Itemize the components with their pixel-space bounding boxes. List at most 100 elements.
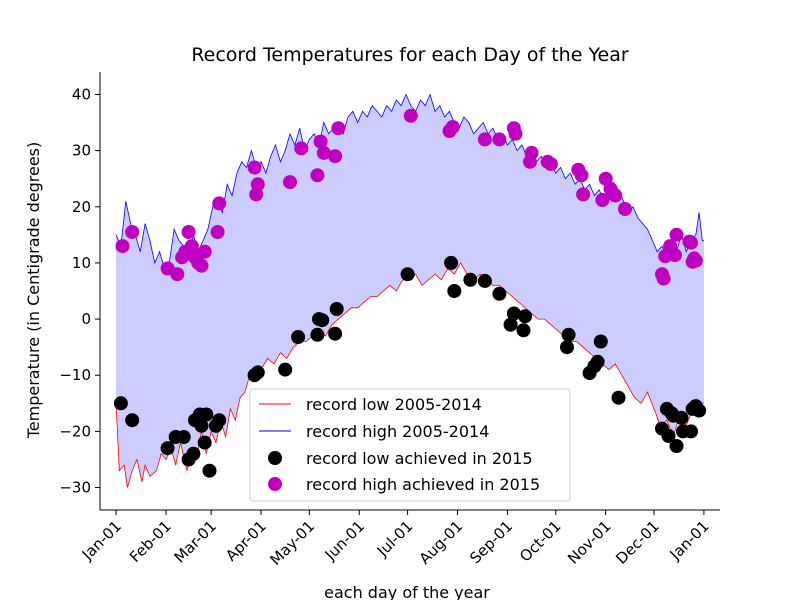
record-low-2015-point xyxy=(125,413,140,428)
record-high-2015-point xyxy=(328,149,343,164)
x-tick-label: Oct-01 xyxy=(516,517,564,565)
record-low-2015-point xyxy=(516,323,531,338)
x-tick-label: Jan-01 xyxy=(78,517,125,564)
legend: record low 2005-2014 record high 2005-20… xyxy=(249,388,571,502)
record-high-2015-point xyxy=(181,225,196,239)
fill-between-area xyxy=(116,94,704,488)
record-low-2015-point xyxy=(328,326,343,341)
record-low-2015-point xyxy=(176,430,191,444)
record-low-2015-point xyxy=(315,313,330,328)
x-axis-label: each day of the year xyxy=(324,583,490,600)
record-low-2015-point xyxy=(310,327,325,342)
record-low-2015-point xyxy=(447,284,462,298)
record-low-2015-point xyxy=(329,302,344,316)
record-high-2015-point xyxy=(445,120,460,134)
record-high-2015-point xyxy=(115,239,130,254)
record-high-2015-point xyxy=(125,225,140,239)
record-low-2015-point xyxy=(194,418,209,433)
y-tick-label: −20 xyxy=(59,422,91,440)
record-high-2015-point xyxy=(524,145,539,160)
record-high-2015-point xyxy=(667,248,682,263)
record-low-2015-point xyxy=(477,273,492,288)
y-tick-label: 20 xyxy=(72,198,91,216)
record-high-2015-point xyxy=(250,177,265,192)
record-low-2015-point xyxy=(492,286,507,301)
y-axis-label: Temperature (in Centigrade degrees) xyxy=(24,142,43,440)
record-high-2015-point xyxy=(184,239,199,254)
record-high-2015-point xyxy=(684,235,698,250)
x-tick-label: Aug-01 xyxy=(416,517,467,568)
record-low-2015-point xyxy=(503,317,518,332)
record-high-2015-point xyxy=(316,145,331,160)
legend-swatch-high-2015 xyxy=(268,477,282,491)
y-tick-label: −30 xyxy=(59,479,91,497)
record-high-2015-point xyxy=(294,141,309,156)
record-low-2015-point xyxy=(113,396,128,411)
legend-label-record-high: record high 2005-2014 xyxy=(306,422,489,441)
legend-label-record-low: record low 2005-2014 xyxy=(306,395,482,414)
x-tick-label: Dec-01 xyxy=(612,517,663,568)
record-low-2015-point xyxy=(160,441,175,456)
x-tick-label: Apr-01 xyxy=(222,517,270,565)
x-tick-label: Feb-01 xyxy=(126,517,175,566)
record-high-2015-point xyxy=(212,196,227,211)
x-tick-label: Jun-01 xyxy=(321,517,368,564)
record-high-2015-point xyxy=(543,157,558,172)
record-high-2015-point xyxy=(310,168,325,183)
record-high-2015-point xyxy=(508,126,523,141)
record-low-2015-point xyxy=(463,272,478,287)
record-low-2015-point xyxy=(611,390,626,405)
record-low-2015-point xyxy=(590,354,605,369)
y-tick-label: 10 xyxy=(72,254,91,272)
x-tick-label: May-01 xyxy=(266,517,318,569)
record-high-2015-point xyxy=(210,225,225,239)
record-low-2015-point xyxy=(669,439,684,453)
x-tick-label: Jan-01 xyxy=(666,517,713,564)
record-low-2015-point xyxy=(674,410,689,425)
record-high-2015-point xyxy=(669,227,684,242)
y-tick-label: 40 xyxy=(72,85,91,103)
x-tick-label: Sep-01 xyxy=(466,517,516,567)
record-high-2015-point xyxy=(194,258,209,273)
y-tick-label: 30 xyxy=(72,142,91,160)
x-tick-label: Jul-01 xyxy=(373,517,417,561)
legend-label-high-2015: record high achieved in 2015 xyxy=(306,475,540,494)
legend-label-low-2015: record low achieved in 2015 xyxy=(306,449,533,468)
record-high-2015-point xyxy=(313,134,328,149)
record-high-2015-point xyxy=(656,271,671,286)
y-tick-label: 0 xyxy=(81,310,91,328)
x-tick-label: Mar-01 xyxy=(171,517,220,566)
record-low-2015-point xyxy=(199,407,214,422)
record-low-2015-point xyxy=(212,413,227,428)
record-low-2015-point xyxy=(186,446,201,461)
record-low-2015-point xyxy=(400,267,415,282)
chart-title: Record Temperatures for each Day of the … xyxy=(191,44,629,66)
record-high-2015-point xyxy=(608,188,623,203)
record-high-2015-point xyxy=(477,132,492,147)
record-high-2015-point xyxy=(618,202,632,216)
record-low-2015-point xyxy=(692,403,707,418)
y-tick-label: −10 xyxy=(59,366,91,384)
record-high-2015-point xyxy=(170,267,185,282)
record-low-2015-point xyxy=(197,435,212,450)
record-high-2015-point xyxy=(331,121,346,136)
record-high-2015-point xyxy=(576,187,591,202)
record-low-2015-point xyxy=(593,334,608,349)
x-tick-label: Nov-01 xyxy=(564,517,614,567)
record-high-2015-point xyxy=(403,108,418,123)
record-low-2015-point xyxy=(278,362,293,377)
record-low-2015-point xyxy=(444,255,459,270)
legend-frame xyxy=(249,388,571,502)
record-low-2015-point xyxy=(561,327,576,342)
record-low-2015-point xyxy=(506,306,521,321)
record-high-2015-point xyxy=(574,168,589,183)
record-low-2015-point xyxy=(291,330,306,344)
record-high-2015-point xyxy=(247,160,262,175)
record-low-2015-point xyxy=(560,340,574,355)
record-high-2015-point xyxy=(492,132,507,147)
record-low-2015-point xyxy=(518,309,533,324)
legend-swatch-low-2015 xyxy=(268,451,282,465)
record-high-2015-point xyxy=(197,244,212,259)
record-high-2015-point xyxy=(595,193,610,207)
